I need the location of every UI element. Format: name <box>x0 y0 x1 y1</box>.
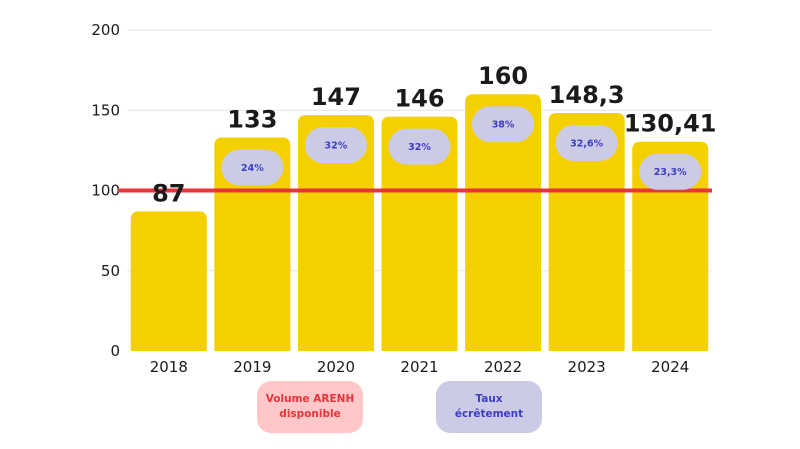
rate-pill-2023 <box>555 124 618 161</box>
bars <box>130 94 709 351</box>
legend-arenh-label: disponible <box>279 408 340 420</box>
bar-2020 <box>297 115 374 351</box>
value-label-2020: 147 <box>311 83 361 111</box>
bar-2024 <box>632 141 709 351</box>
legend-rate-label: écrêtement <box>455 408 523 420</box>
x-tick-label-2023: 2023 <box>568 358 606 376</box>
rate-label-2024: 23,3% <box>654 167 687 178</box>
rate-label-2020: 32% <box>325 141 348 152</box>
rate-label-2022: 38% <box>492 120 515 131</box>
rate-pills: 24% 32% 32% 38% 32,6% 23,3% <box>221 106 702 190</box>
y-tick-label: 50 <box>101 262 120 280</box>
rate-pill-2024 <box>639 153 702 190</box>
value-label-2021: 146 <box>394 85 444 113</box>
bar-2023 <box>548 112 625 351</box>
legend-rate-box <box>436 381 542 433</box>
x-tick-label-2021: 2021 <box>400 358 438 376</box>
y-tick-label: 200 <box>91 21 120 39</box>
legend: Volume ARENH disponible Taux écrêtement <box>257 381 542 433</box>
value-label-2022: 160 <box>478 62 528 90</box>
x-axis-ticks: 2018 2019 2020 2021 2022 2023 2024 <box>150 358 690 376</box>
legend-arenh-box <box>257 381 363 433</box>
rate-pill-2021 <box>388 128 451 165</box>
rate-pill-2019 <box>221 149 284 186</box>
value-label-2018: 87 <box>152 179 185 207</box>
legend-arenh-label: Volume ARENH <box>266 393 355 405</box>
value-label-2024: 130,41 <box>624 110 717 138</box>
x-tick-label-2024: 2024 <box>651 358 689 376</box>
legend-rate-label: Taux <box>475 393 502 405</box>
rate-label-2019: 24% <box>241 163 264 174</box>
y-axis-ticks: 0 50 100 150 200 <box>91 21 120 360</box>
bar-2018 <box>130 211 207 351</box>
y-tick-label: 150 <box>91 101 120 119</box>
rate-pill-2020 <box>304 127 367 164</box>
value-label-2023: 148,3 <box>549 81 625 109</box>
rate-pill-2022 <box>472 106 535 143</box>
bar-2021 <box>381 116 458 351</box>
rate-label-2023: 32,6% <box>570 138 603 149</box>
value-label-2019: 133 <box>227 106 277 134</box>
y-tick-label: 100 <box>91 182 120 200</box>
x-tick-label-2018: 2018 <box>150 358 188 376</box>
y-tick-label: 0 <box>110 342 120 360</box>
x-tick-label-2019: 2019 <box>233 358 271 376</box>
bar-2022 <box>465 94 542 351</box>
rate-label-2021: 32% <box>408 142 431 153</box>
x-tick-label-2022: 2022 <box>484 358 522 376</box>
x-tick-label-2020: 2020 <box>317 358 355 376</box>
